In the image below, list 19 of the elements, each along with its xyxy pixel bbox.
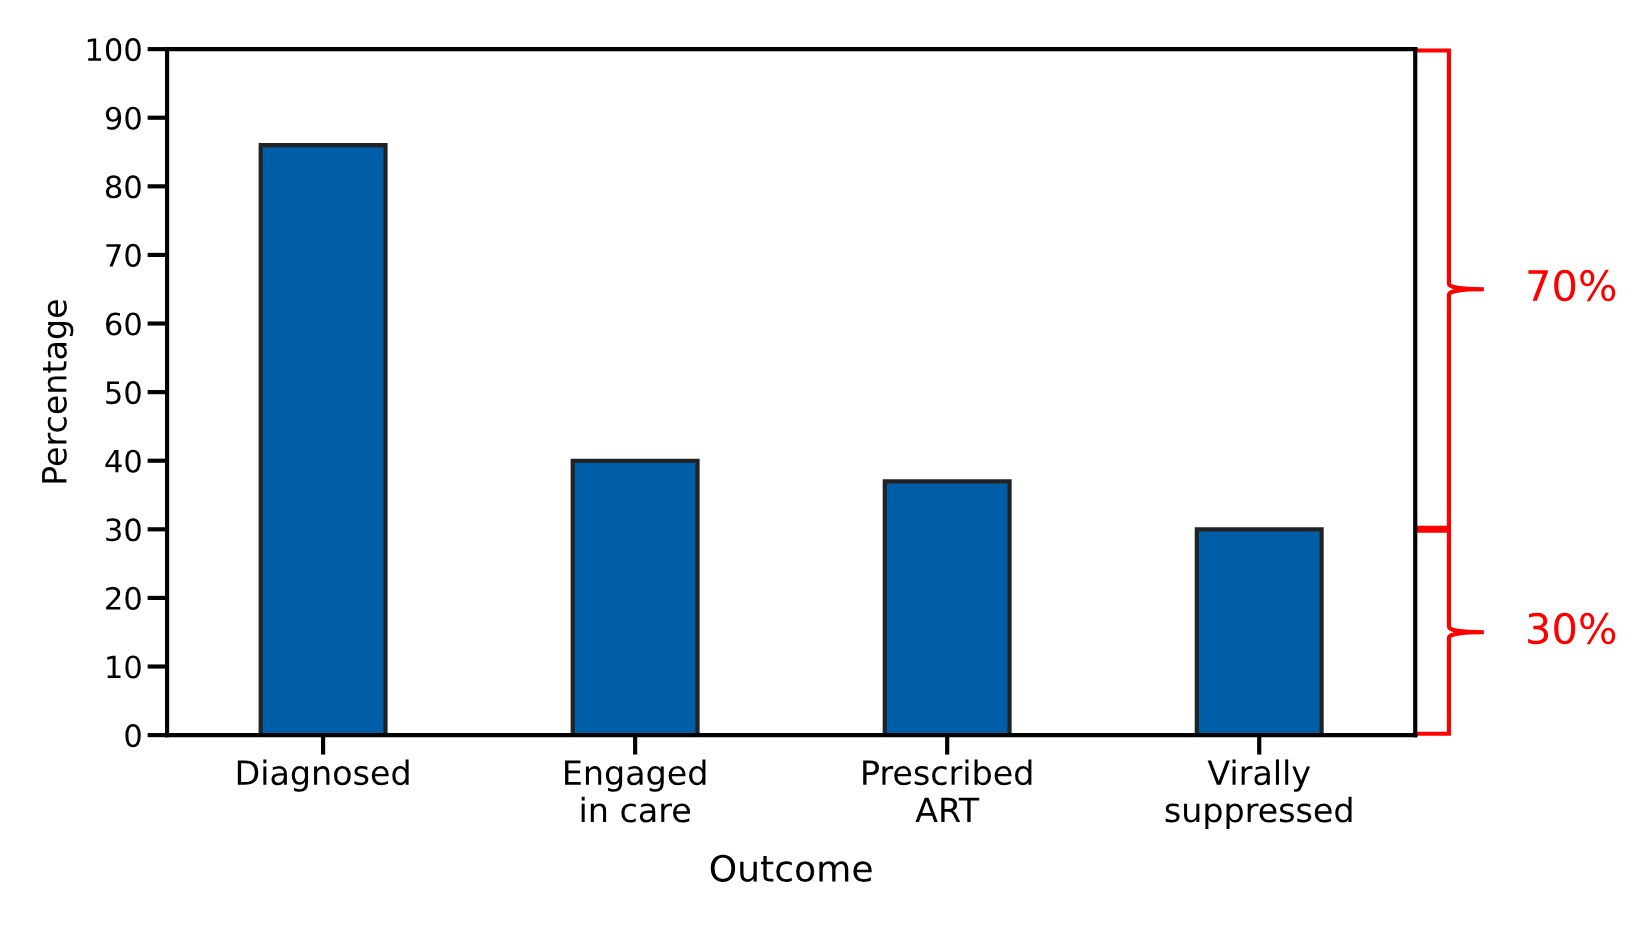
x-axis-title: Outcome (710, 854, 872, 882)
y-tick-label: 30 (106, 518, 141, 542)
x-tick-label: Engaged in care (565, 759, 706, 823)
y-tick-label: 50 (106, 381, 141, 405)
x-tick-label: Prescribed ART (863, 759, 1032, 823)
y-tick-label: 10 (107, 655, 141, 679)
y-tick-label: 100 (87, 38, 141, 62)
x-tick-label: Diagnosed (237, 759, 409, 792)
y-tick-label: 20 (106, 586, 141, 610)
text: 30% (1528, 612, 1616, 645)
y-tick-label: 0 (125, 724, 141, 748)
y-axis-title: Percentage (42, 300, 74, 483)
y-tick-label: 40 (105, 449, 141, 473)
y-tick-label: 90 (105, 106, 141, 130)
y-tick-label: 80 (105, 175, 141, 199)
y-tick-label: 60 (106, 312, 141, 336)
x-tick-label: Virally suppressed (1165, 759, 1352, 829)
y-tick-label: 70 (106, 243, 141, 267)
text: 70% (1528, 269, 1616, 302)
